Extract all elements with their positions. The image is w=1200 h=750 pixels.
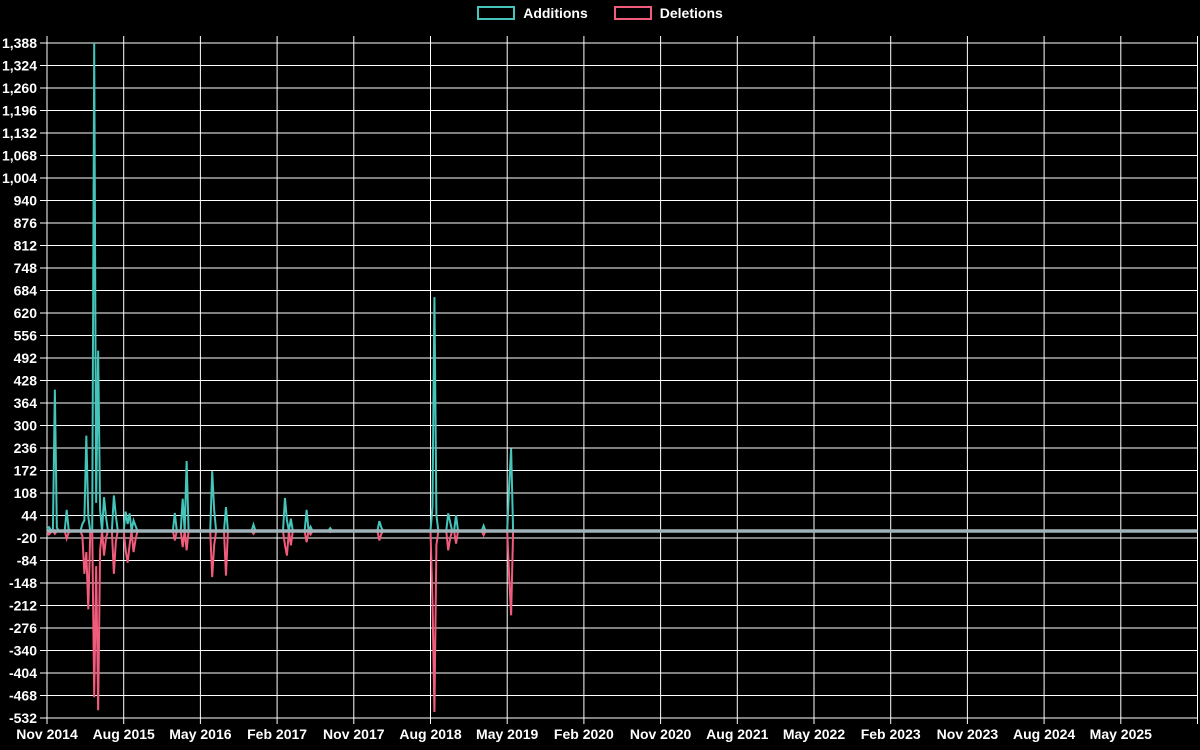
legend-item-deletions[interactable]: Deletions [613,5,723,21]
y-tick-label: 1,324 [2,58,37,74]
y-tick-label: 556 [14,328,38,344]
y-tick-label: -212 [9,598,37,614]
y-tick-label: 1,196 [2,103,37,119]
x-tick-label: Aug 2018 [399,726,461,742]
y-tick-label: 1,388 [2,35,37,51]
series-line-additions [46,42,515,535]
legend-label-additions: Additions [523,5,588,21]
legend-item-additions[interactable]: Additions [477,6,588,20]
y-tick-label: -20 [17,530,37,546]
y-tick-label: -404 [9,665,37,681]
y-tick-label: 940 [14,193,38,209]
series-line-deletions [46,528,515,713]
y-tick-label: -340 [9,643,37,659]
y-tick-label: 428 [14,373,38,389]
additions-swatch-icon [477,6,516,20]
deletions-swatch-icon [613,6,652,20]
x-tick-label: Aug 2021 [706,726,768,742]
x-tick-label: May 2016 [169,726,231,742]
y-tick-label: 364 [14,395,38,411]
y-tick-label: 620 [14,305,38,321]
x-tick-label: Nov 2020 [630,726,692,742]
x-tick-label: May 2019 [476,726,538,742]
x-tick-label: Nov 2017 [323,726,385,742]
y-tick-label: -532 [9,710,37,726]
y-tick-label: 1,068 [2,148,37,164]
chart-legend: Additions Deletions [0,6,1200,20]
x-tick-label: Nov 2023 [937,726,999,742]
y-tick-label: 108 [14,485,38,501]
y-tick-label: 876 [14,215,38,231]
x-tick-label: May 2025 [1090,726,1152,742]
y-tick-label: 44 [21,508,37,524]
y-tick-label: -276 [9,620,37,636]
x-tick-label: Feb 2017 [247,726,307,742]
y-tick-label: 684 [14,283,38,299]
y-tick-label: -84 [17,553,37,569]
legend-label-deletions: Deletions [659,5,723,21]
y-tick-label: 1,260 [2,80,37,96]
x-tick-label: Feb 2020 [554,726,614,742]
y-tick-label: 1,004 [2,170,37,186]
x-tick-label: Aug 2024 [1013,726,1075,742]
y-tick-label: 300 [14,418,38,434]
y-tick-label: 812 [14,238,38,254]
x-tick-label: May 2022 [783,726,845,742]
x-tick-label: Feb 2023 [861,726,921,742]
x-tick-label: Nov 2014 [16,726,78,742]
y-tick-label: 1,132 [2,125,37,141]
y-tick-label: 236 [14,440,38,456]
y-tick-label: 492 [14,350,38,366]
y-tick-label: 172 [14,463,38,479]
x-tick-label: Aug 2015 [93,726,155,742]
y-tick-label: -148 [9,575,37,591]
y-tick-label: 748 [14,260,38,276]
y-tick-label: -468 [9,688,37,704]
